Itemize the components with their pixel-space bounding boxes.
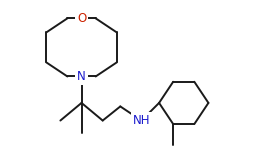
- Text: N: N: [77, 70, 86, 83]
- Text: O: O: [77, 12, 86, 25]
- Text: NH: NH: [133, 114, 150, 127]
